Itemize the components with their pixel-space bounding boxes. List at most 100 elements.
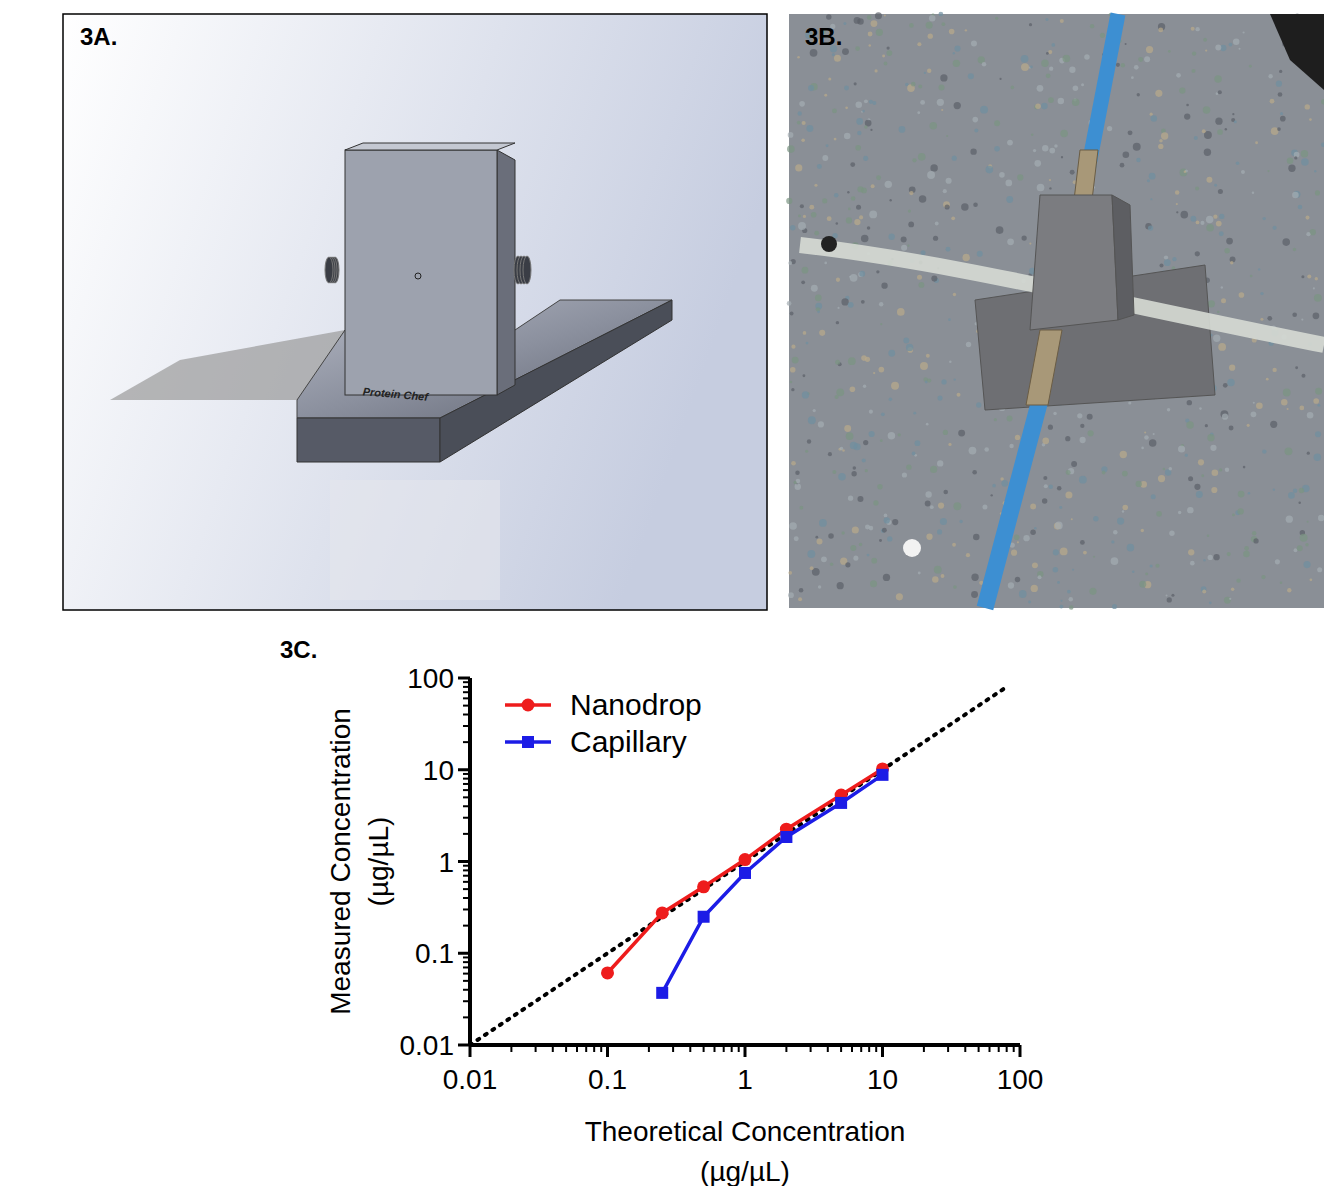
x-minor-tick (810, 1045, 812, 1052)
speckle (1202, 590, 1206, 594)
speckle (859, 271, 865, 277)
speckle (1134, 65, 1139, 70)
speckle (821, 556, 827, 562)
speckle (871, 20, 878, 27)
speckle (1247, 424, 1250, 427)
speckle (1007, 416, 1013, 422)
marker-square (656, 987, 668, 999)
speckle (879, 302, 883, 306)
speckle (797, 121, 801, 125)
speckle (832, 470, 836, 474)
fitting-left (325, 257, 333, 283)
speckle (855, 145, 861, 151)
speckle (1048, 97, 1054, 103)
marker-circle (739, 853, 752, 866)
speckle (1172, 257, 1176, 261)
speckle (875, 12, 882, 19)
speckle (1295, 366, 1298, 369)
speckle (1112, 604, 1117, 609)
hole (415, 273, 421, 279)
speckle (962, 254, 969, 261)
y-minor-tick (463, 925, 470, 927)
x-minor-tick (576, 1045, 578, 1052)
speckle (813, 409, 816, 412)
speckle (837, 582, 844, 589)
speckle (848, 302, 854, 308)
speckle (1175, 190, 1179, 194)
x-minor-tick (585, 1045, 587, 1052)
speckle (926, 354, 930, 358)
speckle (886, 50, 892, 56)
speckle (861, 235, 869, 243)
speckle (1069, 605, 1074, 610)
speckle (1128, 130, 1133, 135)
speckle (919, 195, 927, 203)
speckle (788, 261, 792, 265)
speckle (884, 14, 886, 16)
speckle (1021, 63, 1029, 71)
y-tick-label: 100 (407, 663, 454, 694)
speckle (884, 62, 888, 66)
speckle (1205, 424, 1208, 427)
speckle (1270, 421, 1277, 428)
speckle (1144, 56, 1150, 62)
speckle (1132, 571, 1135, 574)
speckle (984, 447, 989, 452)
speckle (1239, 48, 1241, 50)
speckle (1253, 402, 1255, 404)
y-minor-tick (463, 881, 470, 883)
speckle (1213, 214, 1217, 218)
speckle (1087, 414, 1093, 420)
speckle (933, 236, 938, 241)
speckle (844, 133, 851, 140)
y-minor-tick (463, 697, 470, 699)
speckle (857, 186, 863, 192)
speckle (1301, 275, 1304, 278)
x-minor-tick (738, 1045, 740, 1052)
speckle (877, 484, 882, 489)
speckle (862, 459, 866, 463)
speckle (959, 520, 963, 524)
x-minor-tick (713, 1045, 715, 1052)
speckle (1180, 211, 1188, 219)
speckle (795, 470, 799, 474)
speckle (1195, 187, 1199, 191)
speckle (1206, 177, 1212, 183)
speckle (1213, 554, 1219, 560)
upright-side (497, 150, 515, 395)
speckle (1053, 567, 1059, 573)
speckle (927, 171, 935, 179)
speckle (1223, 383, 1228, 388)
speckle (882, 528, 887, 533)
speckle (1232, 113, 1234, 115)
reference-line (470, 688, 1005, 1045)
speckle (948, 318, 951, 321)
speckle (826, 144, 829, 147)
speckle (1276, 81, 1282, 87)
speckle (1031, 585, 1038, 592)
speckle (1088, 430, 1094, 436)
speckle (1262, 217, 1265, 220)
speckle (1072, 569, 1074, 571)
speckle (1138, 57, 1143, 62)
speckle (871, 558, 877, 564)
y-minor-tick (463, 805, 470, 807)
speckle (849, 276, 851, 278)
speckle (1285, 447, 1293, 455)
speckle (1008, 582, 1014, 588)
speckle (838, 473, 846, 481)
speckle (861, 355, 867, 361)
speckle (1267, 170, 1269, 172)
speckle (1195, 251, 1200, 256)
speckle (834, 138, 837, 141)
speckle (1280, 582, 1283, 585)
speckle (842, 48, 849, 55)
speckle (1225, 467, 1229, 471)
speckle (1198, 459, 1204, 465)
y-tick-label: 0.01 (400, 1030, 455, 1061)
speckle (1046, 52, 1049, 55)
speckle (1219, 214, 1224, 219)
legend-label: Capillary (570, 725, 687, 758)
axes: 0.010.11101000.010.1110100 (400, 663, 1044, 1095)
speckle (1122, 505, 1128, 511)
